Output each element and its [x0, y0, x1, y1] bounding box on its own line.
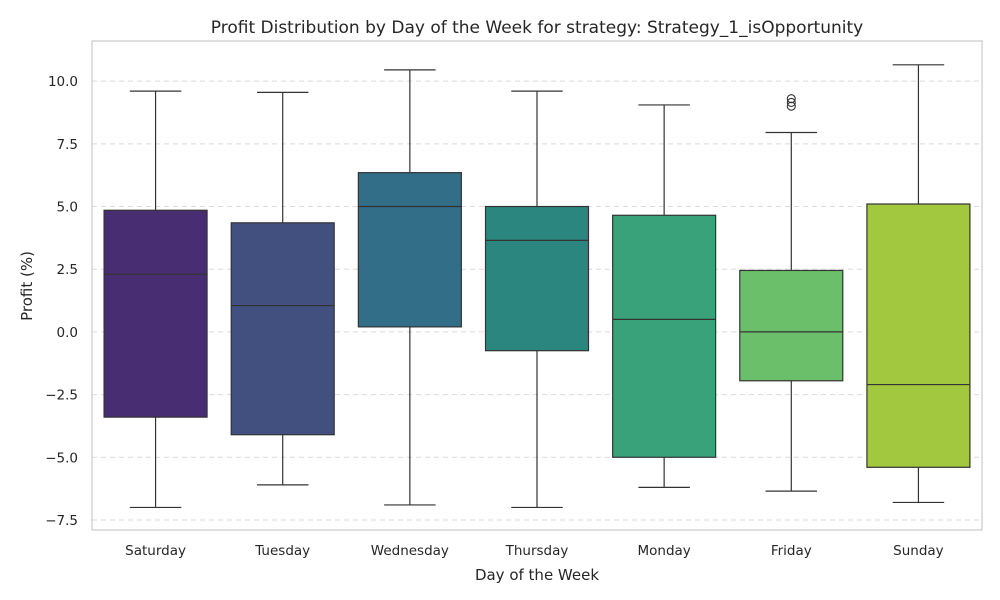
box-sunday [866, 64, 971, 504]
box-tuesday [230, 91, 335, 486]
box-wednesday [357, 69, 462, 506]
outlier-point [786, 97, 796, 107]
iqr-box [103, 209, 208, 418]
y-tick-labels: −7.5 −5.0 −2.5 0.0 2.5 5.0 7.5 10.0 [45, 74, 78, 529]
box-saturday [103, 90, 208, 509]
y-tick-label: 10.0 [48, 74, 78, 90]
iqr-box [866, 203, 971, 468]
x-tick-label: Saturday [125, 543, 186, 559]
box-thursday [484, 90, 590, 509]
x-tick-label: Wednesday [371, 543, 449, 559]
x-tick-label: Sunday [893, 543, 944, 559]
y-tick-label: −5.0 [45, 450, 78, 466]
iqr-box [739, 269, 844, 382]
y-axis-label: Profit (%) [18, 251, 36, 321]
y-tick-label: 7.5 [57, 137, 78, 153]
y-tick-label: 0.0 [57, 325, 78, 341]
x-tick-label: Friday [771, 543, 812, 559]
iqr-box [484, 205, 590, 352]
box-friday [739, 94, 844, 492]
chart-title: Profit Distribution by Day of the Week f… [211, 18, 863, 38]
iqr-box [230, 222, 335, 436]
y-tick-label: 5.0 [57, 200, 78, 216]
plot-frame [91, 40, 983, 531]
y-tick-label: −2.5 [45, 388, 78, 404]
x-tick-label: Thursday [505, 543, 569, 559]
x-tick-label: Tuesday [254, 543, 310, 559]
iqr-box [357, 172, 462, 328]
x-tick-labels: Saturday Tuesday Wednesday Thursday Monday Fr… [125, 543, 944, 559]
outlier-point [786, 94, 796, 104]
box-layer [103, 64, 971, 509]
iqr-box [612, 214, 717, 458]
x-axis-label: Day of the Week [475, 566, 599, 584]
x-tick-label: Monday [637, 543, 690, 559]
y-tick-label: 2.5 [57, 262, 78, 278]
y-tick-label: −7.5 [45, 513, 78, 529]
box-monday [612, 104, 717, 488]
